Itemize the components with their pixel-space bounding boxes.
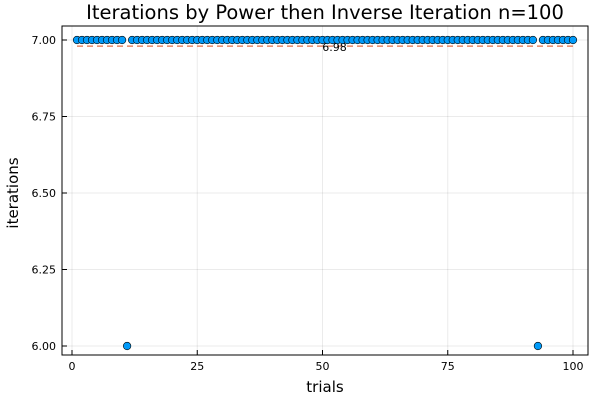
data-point	[528, 35, 538, 45]
data-point	[533, 341, 543, 351]
x-tick-label: 50	[316, 360, 330, 373]
x-tick-label: 25	[190, 360, 204, 373]
chart-title: Iterations by Power then Inverse Iterati…	[86, 1, 564, 24]
ticks: 0 25 50 75 100 6.00 6.25 6.50 6.75 7.00	[32, 34, 584, 373]
grid	[62, 26, 588, 355]
data-point	[568, 35, 578, 45]
data-point	[117, 35, 127, 45]
data-point	[123, 341, 132, 351]
y-tick-label: 6.25	[32, 264, 57, 277]
plot-frame	[61, 25, 589, 356]
mean-line-group: 6.98	[77, 41, 573, 54]
y-tick-label: 6.75	[32, 111, 57, 124]
x-tick-label: 100	[563, 360, 584, 373]
x-tick-label: 0	[69, 360, 76, 373]
x-axis-label: trials	[306, 378, 344, 396]
points	[72, 35, 578, 351]
y-axis-label: iterations	[4, 157, 22, 228]
y-tick-label: 6.00	[32, 340, 57, 353]
mean-label: 6.98	[322, 41, 347, 54]
y-tick-label: 6.50	[32, 187, 57, 200]
x-tick-label: 75	[441, 360, 455, 373]
y-tick-label: 7.00	[32, 34, 57, 47]
